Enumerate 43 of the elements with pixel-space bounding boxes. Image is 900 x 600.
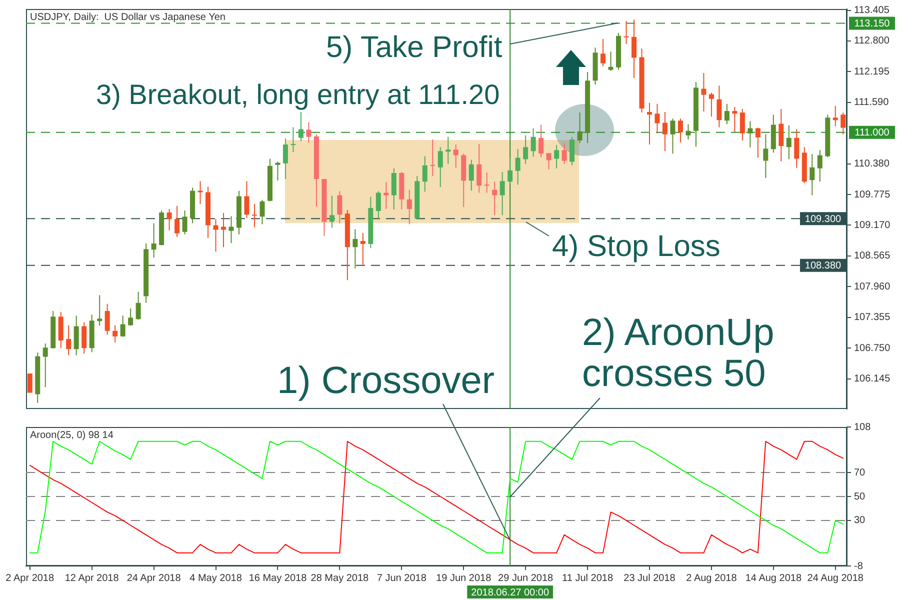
annotation: 3) Breakout, long entry at 111.20: [96, 79, 500, 111]
y-tick-label: 70: [854, 467, 866, 478]
y-tick-label: 113.405: [854, 5, 890, 16]
x-tick-label: 28 May 2018: [310, 572, 370, 584]
annotation: 2) AroonUp crosses 50: [582, 312, 776, 395]
ref-line-label: 113.150: [854, 18, 890, 30]
y-tick-label: 30: [854, 515, 866, 526]
x-tick-label: 14 Aug 2018: [745, 572, 802, 584]
x-tick-label: 2 Apr 2018: [6, 572, 54, 584]
x-tick-label: 16 May 2018: [248, 572, 308, 584]
y-tick-label: 50: [854, 491, 866, 502]
y-tick-label: 107.960: [854, 281, 891, 292]
y-tick-label: 108: [854, 422, 872, 433]
ref-line-label: 109.300: [804, 214, 842, 225]
x-tick-label: 2 Aug 2018: [686, 572, 738, 584]
x-tick-label: 29 Jun 2018: [498, 572, 554, 584]
y-tick-label: 106.145: [854, 374, 891, 385]
y-tick-label: 107.355: [854, 312, 891, 324]
annotation: 5) Take Profit: [326, 31, 502, 64]
y-tick-label: 106.750: [854, 342, 891, 354]
x-tick-label: 7 Jun 2018: [376, 572, 427, 584]
y-tick-label: 112.195: [854, 66, 890, 78]
y-tick-label: 109.775: [854, 189, 891, 200]
x-tick-label: 4 May 2018: [190, 572, 242, 584]
y-tick-label: 110.380: [854, 158, 890, 170]
y-tick-label: -8: [854, 560, 864, 572]
annotation: 1) Crossover: [277, 360, 494, 402]
x-tick-label: 23 Jul 2018: [624, 572, 676, 584]
chart-title: USDJPY, Daily: US Dollar vs Japanese Yen: [30, 12, 226, 23]
y-tick-label: 112.800: [854, 36, 890, 47]
x-tick-label: 19 Jun 2018: [436, 572, 492, 584]
y-tick-label: 108.565: [854, 250, 891, 262]
ref-line-label: 111.000: [854, 128, 890, 139]
x-tick-label: 11 Jul 2018: [562, 572, 614, 584]
y-tick-label: 111.590: [854, 97, 890, 108]
ref-line-label: 108.380: [804, 260, 842, 272]
chart-title: Aroon(25, 0) 98 14: [30, 430, 114, 441]
x-tick-label: 24 Aug 2018: [807, 572, 864, 584]
x-tick-label: 2018.06.27 00:00: [471, 587, 550, 598]
x-tick-label: 12 Apr 2018: [64, 572, 120, 584]
annotation: 4) Stop Loss: [552, 230, 720, 263]
x-tick-label: 24 Apr 2018: [126, 572, 182, 584]
y-tick-label: 109.170: [854, 220, 891, 231]
